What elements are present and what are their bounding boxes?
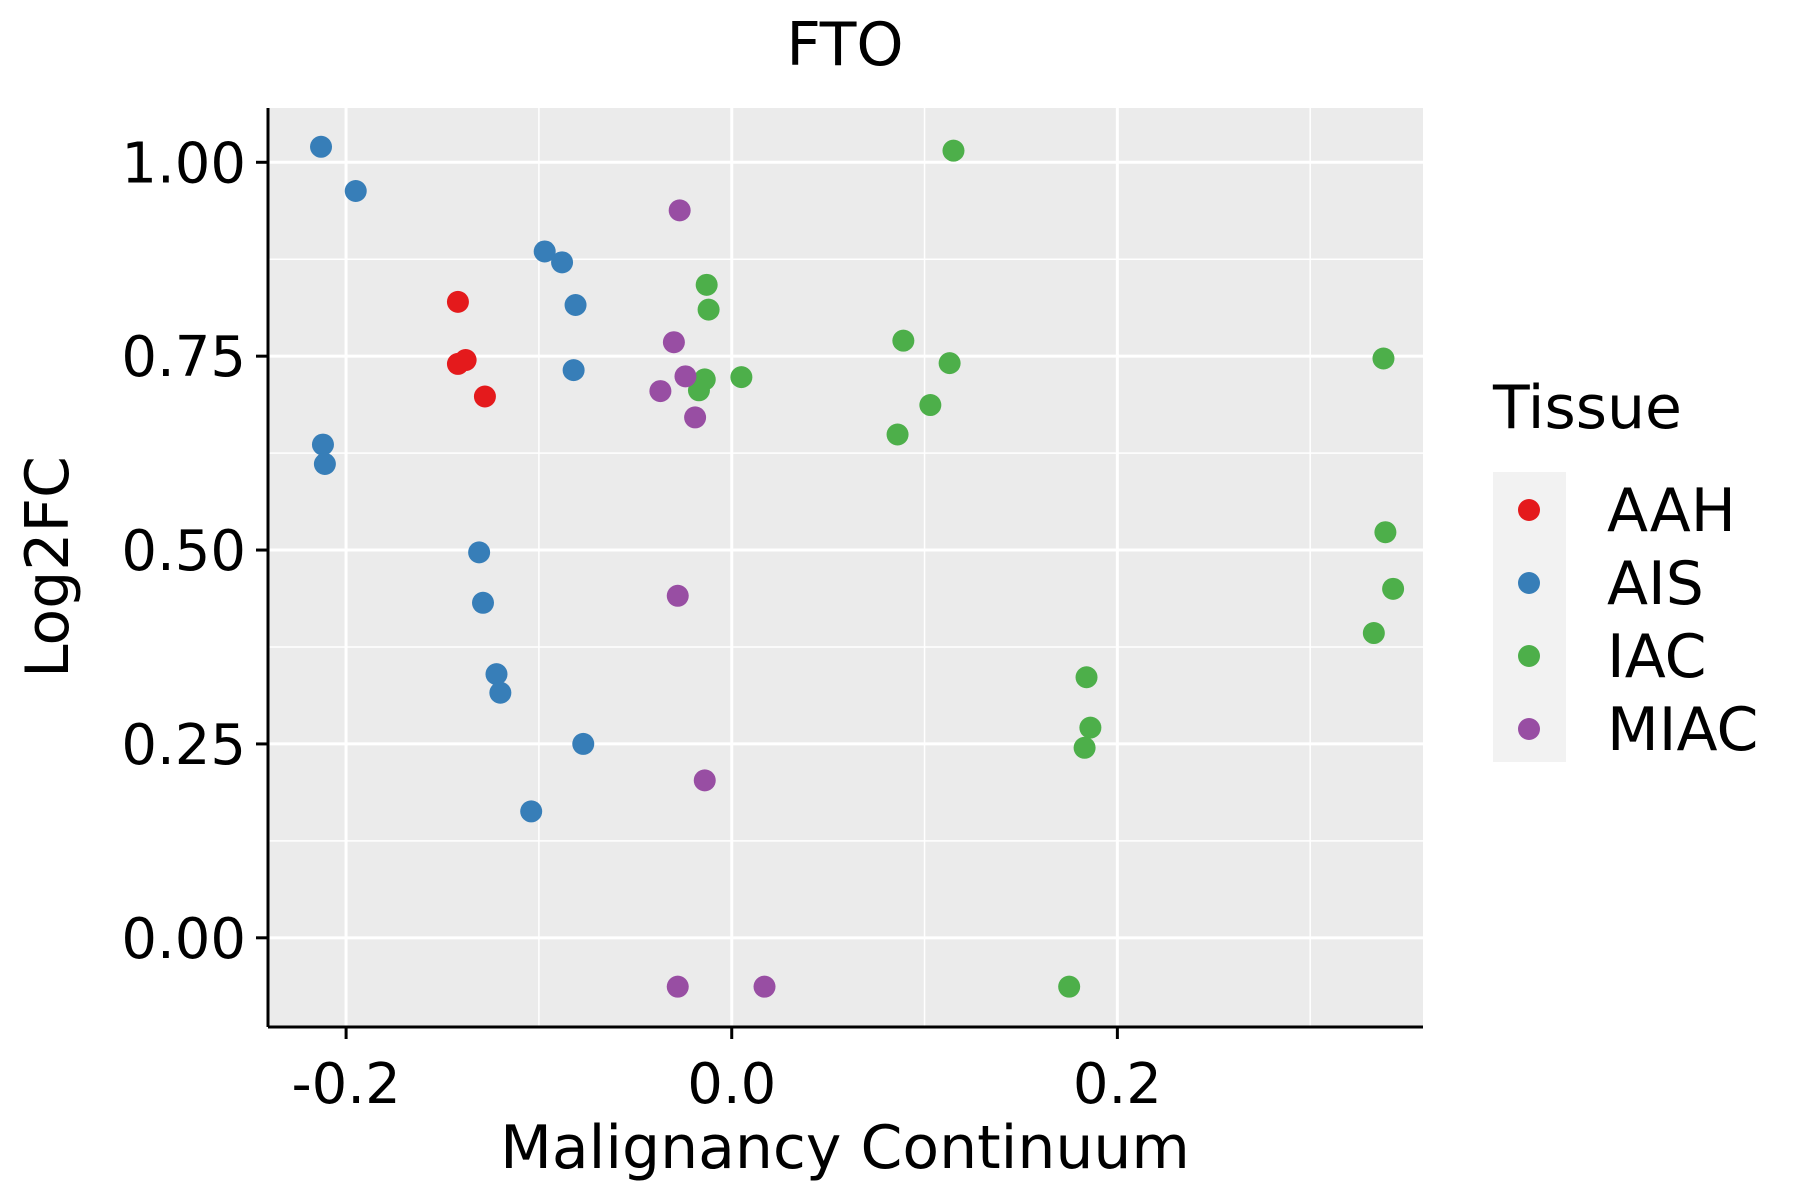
legend-label-aah: AAH <box>1607 476 1736 546</box>
point-iac <box>938 352 961 375</box>
point-aah <box>473 385 496 408</box>
legend-title: Tissue <box>1492 373 1682 443</box>
point-iac <box>892 329 915 352</box>
legend-key-ais <box>1518 572 1540 594</box>
point-iac <box>1075 666 1098 689</box>
point-ais <box>551 251 574 274</box>
point-miac <box>668 199 691 222</box>
y-tick-label: 0.00 <box>121 907 246 972</box>
point-miac <box>666 584 689 607</box>
point-miac <box>684 406 707 429</box>
point-iac <box>1382 577 1405 600</box>
legend-label-iac: IAC <box>1607 622 1707 692</box>
point-iac <box>1372 347 1395 370</box>
point-iac <box>1058 975 1081 998</box>
point-iac <box>1374 521 1397 544</box>
point-miac <box>753 975 776 998</box>
point-ais <box>485 663 508 686</box>
point-ais <box>310 135 333 158</box>
point-iac <box>695 273 718 296</box>
point-iac <box>687 379 710 402</box>
point-ais <box>562 359 585 382</box>
y-tick-label: 1.00 <box>121 131 246 196</box>
chart-title: FTO <box>786 10 903 80</box>
plot-panel <box>268 108 1423 1027</box>
point-ais <box>564 293 587 316</box>
y-tick-label: 0.25 <box>121 713 246 778</box>
x-tick-label: 0.2 <box>1073 1052 1162 1117</box>
point-aah <box>446 290 469 313</box>
point-miac <box>662 331 685 354</box>
point-ais <box>489 681 512 704</box>
legend-key-iac <box>1518 645 1540 667</box>
grid-minor <box>268 108 1423 1027</box>
y-axis-ticks: 0.00 0.25 0.50 0.75 1.00 <box>121 131 268 972</box>
legend-label-ais: AIS <box>1607 549 1704 619</box>
point-iac <box>1362 622 1385 645</box>
point-iac <box>1073 736 1096 759</box>
point-iac <box>942 139 965 162</box>
point-iac <box>697 298 720 321</box>
y-axis-title: Log2FC <box>13 456 83 678</box>
legend-key-miac <box>1518 718 1540 740</box>
x-tick-label: -0.2 <box>291 1052 400 1117</box>
point-iac <box>886 423 909 446</box>
point-iac <box>730 366 753 389</box>
legend-label-miac: MIAC <box>1607 695 1758 765</box>
point-miac <box>649 380 672 403</box>
x-tick-label: 0.0 <box>687 1052 776 1117</box>
point-ais <box>311 433 334 456</box>
point-ais <box>572 732 595 755</box>
point-miac <box>693 769 716 792</box>
legend-key-aah <box>1518 499 1540 521</box>
point-miac <box>666 975 689 998</box>
x-axis-ticks: -0.2 0.0 0.2 <box>291 1027 1162 1117</box>
point-miac <box>674 365 697 388</box>
point-aah <box>446 352 469 375</box>
point-iac <box>1079 716 1102 739</box>
point-ais <box>344 179 367 202</box>
y-tick-label: 0.75 <box>121 325 246 390</box>
point-ais <box>533 240 556 263</box>
x-axis-title: Malignancy Continuum <box>500 1113 1190 1183</box>
data-points <box>310 135 1405 998</box>
point-ais <box>313 452 336 475</box>
y-tick-label: 0.50 <box>121 519 246 584</box>
point-ais <box>468 541 491 564</box>
point-ais <box>471 591 494 614</box>
point-iac <box>919 394 942 417</box>
point-ais <box>520 800 543 823</box>
